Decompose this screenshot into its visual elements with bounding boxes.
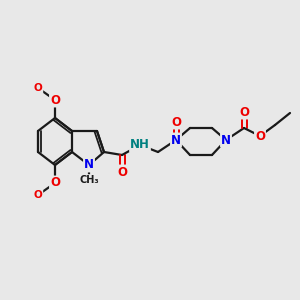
Text: O: O	[239, 106, 249, 118]
Text: N: N	[221, 134, 231, 146]
Text: N: N	[84, 158, 94, 172]
Text: O: O	[255, 130, 265, 142]
Text: O: O	[117, 166, 127, 178]
Text: O: O	[50, 176, 60, 190]
Text: O: O	[34, 190, 42, 200]
Text: O: O	[34, 83, 42, 93]
Text: O: O	[171, 116, 181, 128]
Text: CH₃: CH₃	[79, 175, 99, 185]
Text: NH: NH	[130, 139, 150, 152]
Text: N: N	[171, 134, 181, 146]
Text: O: O	[50, 94, 60, 106]
